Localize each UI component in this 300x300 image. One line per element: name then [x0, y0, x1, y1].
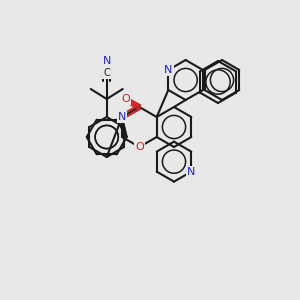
Text: N: N	[118, 112, 126, 122]
Text: N: N	[164, 65, 172, 75]
Text: O: O	[135, 142, 144, 152]
Text: N: N	[187, 167, 196, 177]
Text: C: C	[103, 68, 110, 78]
Text: O: O	[121, 94, 130, 104]
Text: N: N	[103, 56, 111, 66]
